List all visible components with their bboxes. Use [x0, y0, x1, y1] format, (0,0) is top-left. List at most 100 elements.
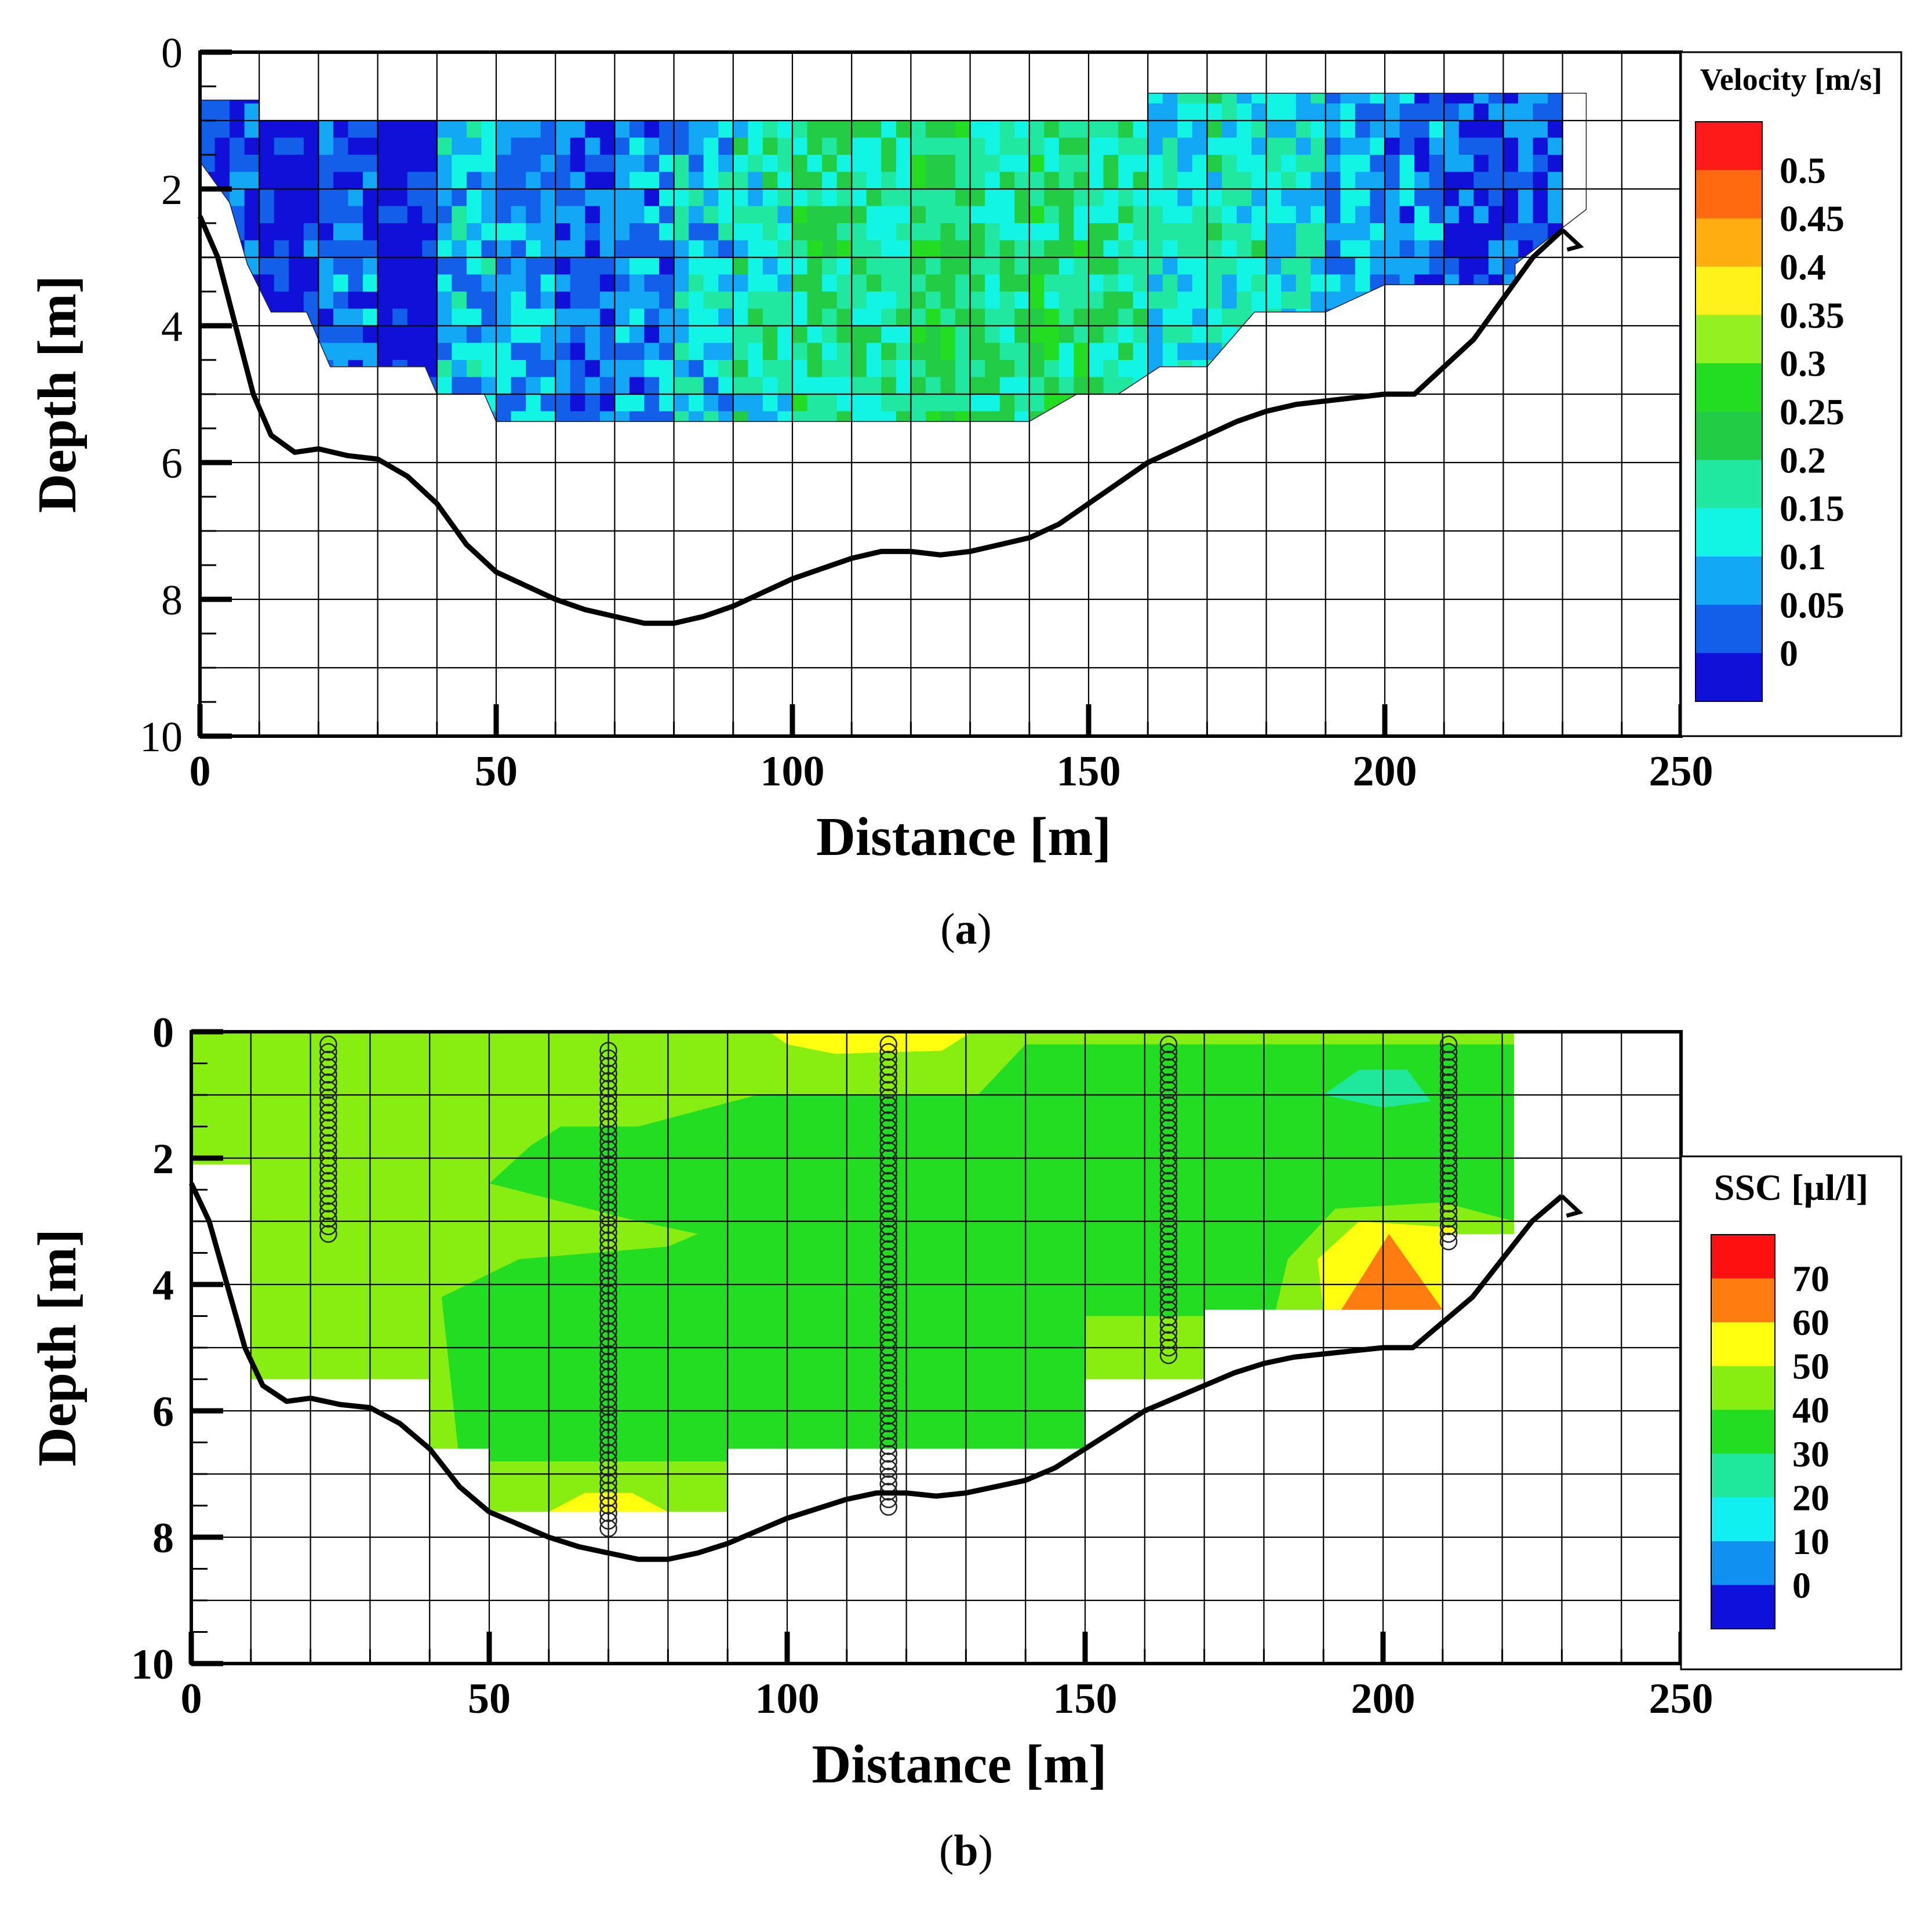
a-velocity-cell [570, 206, 586, 224]
a-velocity-cell [1148, 93, 1163, 104]
b-sample-point [1159, 1232, 1178, 1251]
a-velocity-cell [1503, 411, 1519, 422]
a-velocity-cell [955, 308, 971, 326]
a-velocity-cell [422, 326, 438, 344]
a-velocity-cell [540, 121, 556, 139]
a-velocity-cell [1177, 137, 1193, 155]
a-velocity-cell [644, 343, 660, 361]
a-velocity-cell [1162, 189, 1178, 207]
a-velocity-cell [925, 206, 941, 224]
a-velocity-cell [1148, 240, 1163, 258]
a-velocity-cell [748, 206, 763, 224]
a-velocity-cell [703, 360, 719, 378]
a-velocity-cell [407, 326, 423, 344]
a-velocity-cell [1074, 292, 1089, 310]
a-velocity-cell [1281, 292, 1297, 310]
a-velocity-cell [1251, 308, 1267, 326]
b-sample-point [319, 1180, 337, 1198]
a-velocity-cell [200, 394, 216, 412]
a-velocity-cell [1133, 480, 1149, 498]
a-velocity-cell [526, 274, 541, 292]
a-velocity-cell [1029, 428, 1045, 446]
a-velocity-cell [526, 223, 541, 241]
a-velocity-cell [896, 274, 912, 292]
a-velocity-cell [763, 463, 778, 481]
a-velocity-cell [911, 463, 926, 481]
a-velocity-cell [1074, 240, 1089, 258]
b-sample-point [879, 1126, 898, 1145]
a-legend-swatch [1695, 267, 1762, 315]
a-velocity-cell [1311, 121, 1326, 139]
a-velocity-cell [585, 463, 601, 481]
a-velocity-cell [214, 137, 231, 155]
a-velocity-cell [881, 326, 897, 344]
a-velocity-cell [230, 121, 245, 139]
b-sample-point [319, 1111, 337, 1129]
a-velocity-cell [392, 308, 408, 326]
a-velocity-cell [511, 411, 527, 422]
a-velocity-cell [289, 274, 304, 292]
a-velocity-cell [1251, 189, 1267, 207]
a-velocity-cell [1533, 463, 1549, 481]
a-velocity-cell [1251, 377, 1267, 395]
b-ssc-region-50-60-surface [769, 1032, 972, 1054]
a-velocity-cell [822, 155, 838, 173]
a-velocity-cell [970, 172, 986, 190]
a-velocity-cell [792, 172, 808, 190]
a-velocity-cell [1014, 428, 1030, 446]
a-velocity-cell [1162, 394, 1178, 412]
a-velocity-cell [1325, 274, 1341, 292]
a-velocity-cell [318, 394, 334, 412]
a-velocity-cell [452, 137, 467, 155]
a-velocity-cell [1548, 172, 1563, 190]
b-sample-point [1159, 1141, 1178, 1160]
a-velocity-cell [674, 155, 690, 173]
a-velocity-cell [437, 480, 453, 498]
b-legend-swatch-frame [1711, 1234, 1775, 1629]
a-velocity-cell [466, 377, 482, 395]
a-velocity-cell [348, 240, 364, 258]
a-velocity-cell [999, 308, 1016, 326]
b-sample-point [879, 1104, 898, 1122]
b-sample-point [319, 1081, 337, 1099]
b-sample-point [879, 1035, 898, 1054]
a-velocity-cell [718, 514, 734, 532]
a-velocity-cell [230, 428, 245, 446]
a-velocity-cell [481, 343, 497, 361]
a-velocity-cell [718, 428, 734, 446]
a-velocity-cell [807, 514, 823, 532]
a-velocity-cell [614, 326, 630, 344]
a-velocity-cell [555, 240, 571, 258]
a-velocity-cell [1192, 292, 1208, 310]
a-velocity-cell [214, 360, 231, 378]
a-velocity-cell [1311, 206, 1326, 224]
b-sample-point [599, 1185, 617, 1204]
a-velocity-cell [822, 326, 838, 344]
a-velocity-cell [555, 155, 571, 173]
a-velocity-cell [230, 223, 245, 241]
a-velocity-cell [1118, 326, 1134, 344]
a-legend-title: Velocity [m/s] [1700, 62, 1882, 97]
a-velocity-cell [1089, 377, 1104, 395]
b-sample-point [1159, 1050, 1178, 1069]
a-velocity-cell [511, 394, 527, 412]
a-velocity-cell [629, 377, 645, 395]
a-velocity-cell [1458, 257, 1475, 275]
a-velocity-cell [481, 223, 497, 241]
a-velocity-cell [941, 514, 956, 532]
a-velocity-cell [1266, 172, 1282, 190]
a-velocity-cell [585, 326, 601, 344]
a-velocity-cell [318, 497, 334, 515]
a-velocity-cell [1548, 360, 1563, 378]
a-velocity-cell [466, 206, 482, 224]
a-velocity-cell [866, 257, 882, 275]
a-velocity-cell [614, 121, 630, 139]
a-velocity-cell [1163, 497, 1178, 515]
a-velocity-cell [1311, 257, 1326, 275]
a-velocity-cell [1488, 172, 1504, 190]
b-sample-point [879, 1271, 898, 1289]
a-velocity-cell [1103, 206, 1119, 224]
a-velocity-cell [733, 377, 749, 395]
a-velocity-cell [259, 257, 275, 275]
b-sample-point [599, 1133, 617, 1151]
